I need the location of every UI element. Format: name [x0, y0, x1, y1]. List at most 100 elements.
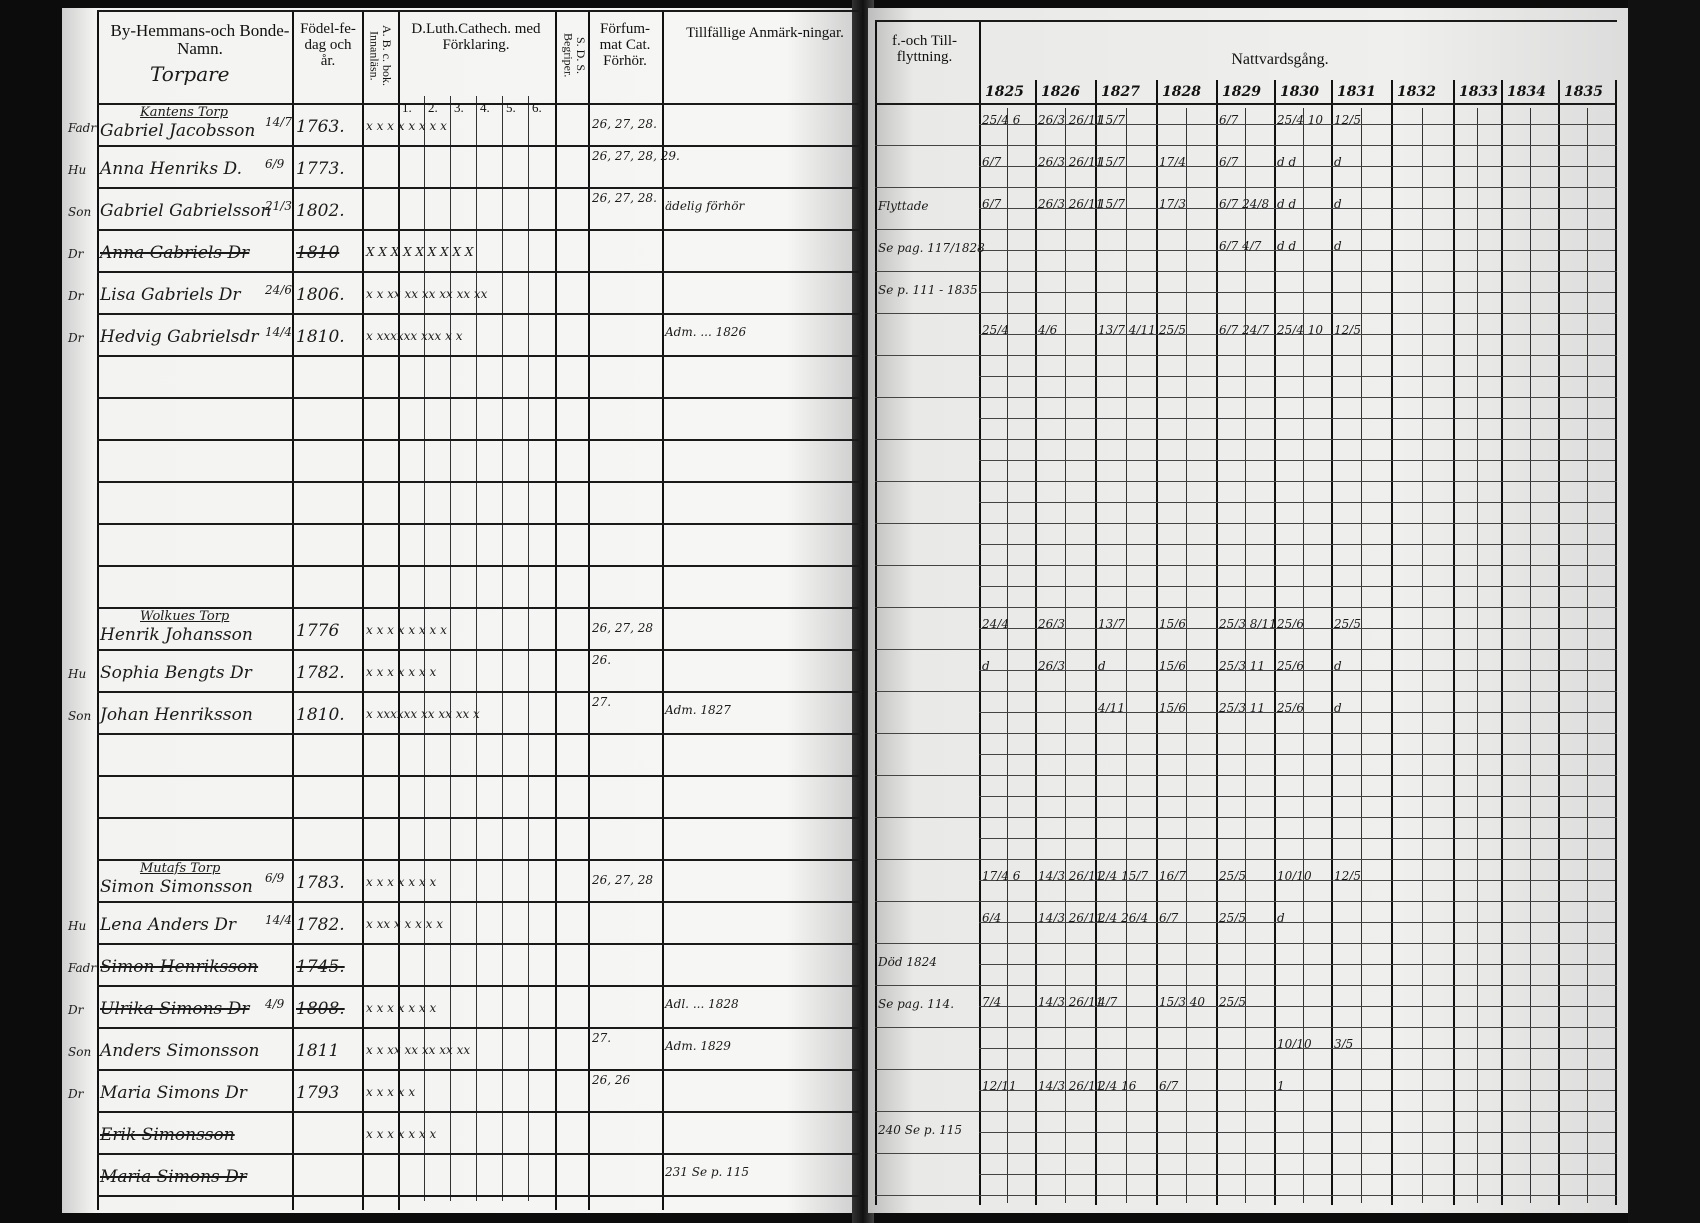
communion-entry: 26/3 26/11 — [1038, 113, 1104, 127]
communion-entry: 25/5 — [1334, 617, 1361, 631]
row-line — [97, 439, 862, 441]
year-subdivider — [1186, 108, 1187, 1203]
move-note: Flyttade — [878, 199, 929, 213]
row-line — [97, 691, 862, 693]
communion-entry: 25/3 8/11 — [1219, 617, 1277, 631]
reading-marks: x xxxxxx xxx x x — [366, 329, 463, 343]
birth-year: 1776 — [296, 621, 340, 641]
communion-entry: d — [982, 659, 990, 673]
row-line — [875, 1111, 1617, 1112]
move-note: Se p. 111 - 1835 — [878, 283, 978, 297]
row-line — [875, 859, 1617, 860]
column-divider — [588, 10, 590, 1210]
column-divider — [662, 10, 664, 1210]
birth-year: 1811 — [296, 1041, 340, 1061]
remark-note: ädelig förhör — [665, 199, 745, 213]
row-line — [97, 985, 862, 987]
reading-marks: x x x x x x x — [366, 875, 437, 889]
row-subline — [979, 1090, 1615, 1091]
communion-entry: 25/4 10 — [1277, 113, 1324, 127]
row-subline — [979, 418, 1615, 419]
row-line — [97, 523, 862, 525]
right-register-page — [868, 8, 1628, 1213]
communion-entry: 25/4 10 — [1277, 323, 1324, 337]
year-header: 1830 — [1280, 84, 1319, 100]
row-line — [97, 271, 862, 273]
person-name: Anna Gabriels Dr — [100, 243, 250, 263]
section-heading: Kantens Torp — [140, 105, 228, 120]
year-header: 1833 — [1459, 84, 1498, 100]
relation-label: Dr — [68, 331, 84, 345]
communion-entry: d d — [1277, 197, 1297, 211]
reading-marks: x x x x x x x x — [366, 623, 447, 637]
communion-entry: 25/4 — [982, 323, 1009, 337]
year-divider — [1331, 80, 1333, 1205]
year-divider — [1391, 80, 1393, 1205]
communion-entry: 3/5 — [1334, 1037, 1354, 1051]
row-line — [875, 649, 1617, 650]
header-birth: Födel-fe-dag och år. — [300, 21, 356, 69]
year-header: 1831 — [1337, 84, 1376, 100]
year-divider — [1035, 80, 1037, 1205]
top-rule — [875, 20, 1617, 22]
year-header: 1827 — [1101, 84, 1140, 100]
row-line — [875, 1027, 1617, 1028]
communion-entry: 12/5 — [1334, 323, 1361, 337]
row-line — [97, 565, 862, 567]
communion-entry: 4/11 — [1098, 701, 1125, 715]
year-divider — [979, 20, 981, 1205]
row-subline — [979, 754, 1615, 755]
communion-entry: d — [1334, 701, 1342, 715]
birth-day: 14/4 — [265, 913, 292, 927]
communion-entry: 24/4 — [982, 617, 1009, 631]
year-subdivider — [1007, 108, 1008, 1203]
year-subdivider — [1245, 108, 1246, 1203]
year-subdivider — [1422, 108, 1423, 1203]
person-name: Erik Simonsson — [100, 1125, 235, 1145]
person-name: Simon Simonsson — [100, 877, 253, 897]
row-subline — [979, 334, 1615, 335]
communion-entry: d — [1277, 911, 1285, 925]
communion-entry: 12/5 — [1334, 113, 1361, 127]
relation-label: Hu — [68, 163, 87, 177]
move-note: Se pag. 117/1828 — [878, 241, 985, 255]
relation-label: Dr — [68, 289, 84, 303]
birth-day: 6/9 — [265, 871, 285, 885]
birth-year: 1810. — [296, 705, 345, 725]
communion-entry: 14/3 26/11 — [1038, 995, 1104, 1009]
remark-note: Adm. 1829 — [665, 1039, 731, 1053]
catechism-subdivider — [502, 96, 503, 1201]
person-name: Lisa Gabriels Dr — [100, 285, 241, 305]
birth-day: 6/9 — [265, 157, 285, 171]
examination-years: 26. — [592, 653, 612, 667]
row-subline — [979, 1048, 1615, 1049]
communion-entry: 17/4 — [1159, 155, 1186, 169]
row-subline — [979, 796, 1615, 797]
year-header: 1834 — [1507, 84, 1546, 100]
catechism-subdivider — [424, 96, 425, 1201]
birth-year: 1810 — [296, 243, 340, 263]
communion-entry: 10/10 — [1277, 869, 1312, 883]
row-subline — [979, 460, 1615, 461]
communion-entry: 15/6 — [1159, 617, 1186, 631]
column-divider — [97, 10, 99, 1210]
communion-entry: 14/3 26/11 — [1038, 869, 1104, 883]
row-line — [97, 649, 862, 651]
year-subdivider — [1303, 108, 1304, 1203]
communion-entry: 17/4 6 — [982, 869, 1021, 883]
birth-year: 1783. — [296, 873, 345, 893]
birth-year: 1745. — [296, 957, 345, 977]
communion-entry: d d — [1277, 155, 1297, 169]
examination-years: 26, 27, 28. — [592, 117, 657, 131]
communion-entry: 14/3 26/11 — [1038, 1079, 1104, 1093]
communion-entry: 15/3 40 — [1159, 995, 1206, 1009]
reading-marks: x x xx xx xx xx xx — [366, 1043, 471, 1057]
examination-years: 26, 27, 28 — [592, 621, 654, 635]
row-line — [875, 1195, 1617, 1196]
person-name: Anna Henriks D. — [100, 159, 242, 179]
row-line — [875, 397, 1617, 398]
person-name: Henrik Johansson — [100, 625, 253, 645]
communion-entry: 25/3 11 — [1219, 701, 1266, 715]
birth-day: 21/3 — [265, 199, 292, 213]
year-divider — [1216, 80, 1218, 1205]
